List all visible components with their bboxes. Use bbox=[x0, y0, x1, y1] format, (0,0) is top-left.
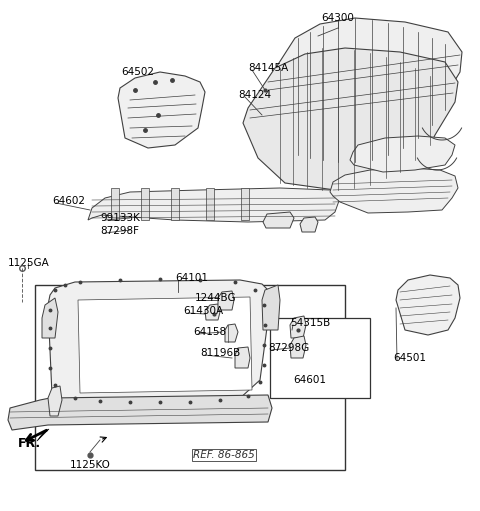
Polygon shape bbox=[37, 429, 49, 441]
Bar bbox=[241, 188, 249, 220]
Polygon shape bbox=[205, 304, 220, 320]
Polygon shape bbox=[243, 48, 458, 190]
Text: 1125GA: 1125GA bbox=[8, 258, 50, 268]
Polygon shape bbox=[48, 280, 270, 402]
Polygon shape bbox=[290, 316, 306, 338]
Bar bbox=[141, 188, 149, 220]
Polygon shape bbox=[290, 336, 306, 358]
Polygon shape bbox=[218, 291, 234, 310]
Text: 61430A: 61430A bbox=[183, 306, 223, 316]
Text: 87298F: 87298F bbox=[100, 226, 139, 236]
Polygon shape bbox=[262, 18, 462, 160]
Polygon shape bbox=[42, 298, 58, 338]
Text: 87298G: 87298G bbox=[268, 343, 309, 353]
Text: REF. 86-865: REF. 86-865 bbox=[193, 450, 255, 460]
Text: 64300: 64300 bbox=[322, 13, 354, 23]
Text: 64502: 64502 bbox=[121, 67, 155, 77]
Bar bbox=[206, 188, 214, 220]
Polygon shape bbox=[88, 188, 340, 222]
Bar bbox=[111, 188, 119, 220]
Bar bbox=[171, 188, 179, 220]
Polygon shape bbox=[78, 297, 252, 393]
Polygon shape bbox=[8, 395, 272, 430]
Text: 64602: 64602 bbox=[52, 196, 85, 206]
Bar bbox=[270, 318, 370, 398]
Text: 64101: 64101 bbox=[175, 273, 208, 283]
Text: 1125KO: 1125KO bbox=[70, 460, 110, 470]
Text: 99133K: 99133K bbox=[100, 213, 140, 223]
Bar bbox=[35, 285, 345, 470]
Text: FR.: FR. bbox=[18, 436, 41, 450]
Polygon shape bbox=[330, 168, 458, 213]
Polygon shape bbox=[225, 324, 238, 342]
Polygon shape bbox=[235, 347, 250, 368]
Polygon shape bbox=[300, 217, 318, 232]
Polygon shape bbox=[118, 72, 205, 148]
Text: 84124: 84124 bbox=[238, 90, 271, 100]
Polygon shape bbox=[262, 285, 280, 330]
Polygon shape bbox=[263, 212, 294, 228]
Text: 64158: 64158 bbox=[193, 327, 226, 337]
Text: 1244BG: 1244BG bbox=[195, 293, 237, 303]
Polygon shape bbox=[350, 136, 455, 172]
Text: 54315B: 54315B bbox=[290, 318, 330, 328]
Text: 84145A: 84145A bbox=[248, 63, 288, 73]
Text: 64501: 64501 bbox=[393, 353, 426, 363]
Text: 81196B: 81196B bbox=[200, 348, 240, 358]
Polygon shape bbox=[48, 386, 62, 416]
Text: 64601: 64601 bbox=[293, 375, 326, 385]
Polygon shape bbox=[396, 275, 460, 335]
